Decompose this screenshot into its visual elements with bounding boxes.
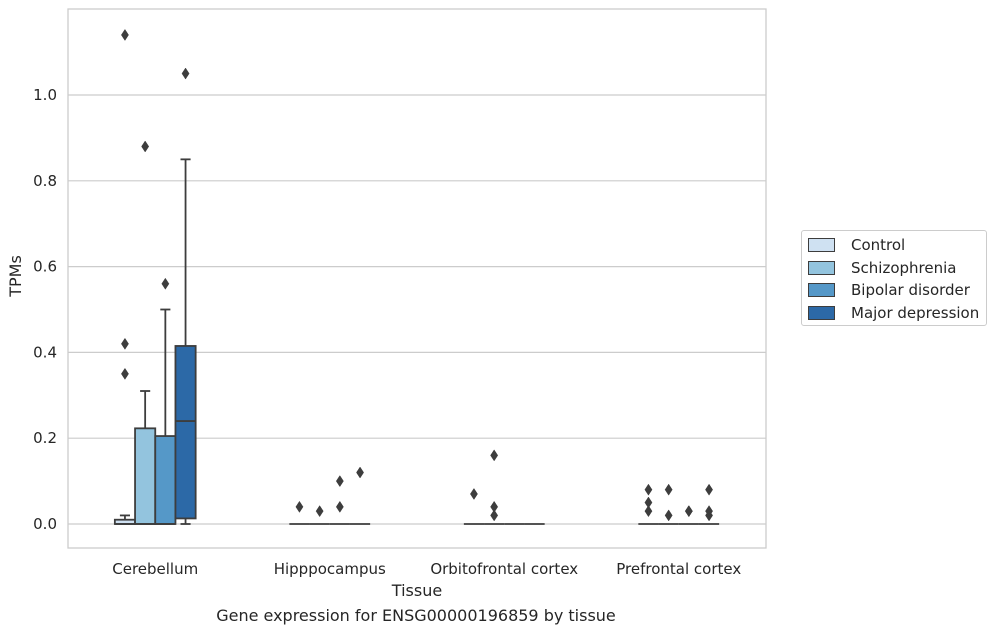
outlier-point (315, 505, 324, 518)
legend-label: Schizophrenia (851, 258, 957, 277)
x-tick-label: Hipppocampus (274, 560, 386, 578)
y-tick-label: 0.0 (33, 515, 57, 533)
box-schizophrenia (484, 449, 505, 525)
outlier-point (644, 496, 653, 509)
outlier-point (335, 500, 344, 513)
plot-frame (67, 8, 767, 549)
box-rect (154, 435, 177, 525)
box-control (289, 500, 310, 525)
legend-swatch (808, 283, 835, 298)
y-tick-label: 1.0 (33, 86, 57, 104)
outlier-point (705, 483, 713, 496)
outlier-point (684, 505, 693, 518)
outlier-point (141, 140, 150, 153)
outlier-point (356, 466, 364, 479)
box-bipolar-disorder (329, 475, 350, 525)
outlier-point (121, 367, 129, 380)
outlier-point (295, 500, 304, 513)
box-major-depression (349, 466, 371, 525)
y-tick-labels: 0.0 0.2 0.4 0.6 0.8 1.0 (33, 86, 57, 533)
legend-swatch (808, 260, 835, 275)
legend-label: Bipolar disorder (851, 281, 970, 300)
x-axis-label: Tissue (391, 581, 442, 600)
y-tick-label: 0.8 (33, 172, 57, 190)
outlier-point (644, 483, 653, 496)
x-tick-label: Orbitofrontal cortex (430, 560, 578, 578)
legend: Control Schizophrenia Bipolar disorder M… (801, 230, 987, 326)
x-tick-label: Prefrontal cortex (616, 560, 741, 578)
outlier-point (490, 449, 499, 462)
legend-item-schizophrenia: Schizophrenia (808, 257, 986, 280)
box-control (638, 483, 659, 525)
boxes (113, 28, 720, 525)
outlier-point (644, 505, 653, 518)
legend-label: Major depression (851, 303, 980, 322)
legend-item-major-depression: Major depression (808, 302, 986, 325)
outlier-point (181, 67, 190, 80)
outlier-point (121, 28, 129, 41)
outlier-point (664, 483, 673, 496)
box-bipolar-disorder (154, 277, 177, 525)
figure-caption: Gene expression for ENSG00000196859 by t… (216, 606, 616, 625)
box-schizophrenia (134, 140, 157, 525)
box-rect (174, 345, 197, 520)
box-schizophrenia (309, 505, 330, 525)
legend-swatch (808, 305, 835, 320)
outlier-point (490, 509, 499, 522)
box-bipolar-disorder (678, 505, 699, 525)
box-control (463, 488, 485, 525)
outlier-point (470, 488, 478, 500)
y-tick-label: 0.2 (33, 429, 57, 447)
y-tick-label: 0.4 (33, 343, 57, 361)
outlier-point (664, 509, 673, 522)
box-major-depression (698, 483, 720, 525)
legend-item-bipolar-disorder: Bipolar disorder (808, 279, 986, 302)
legend-swatch (808, 238, 835, 253)
box-rect (134, 427, 157, 525)
legend-item-control: Control (808, 234, 986, 257)
box-control (113, 28, 136, 525)
outlier-point (335, 475, 344, 488)
x-tick-label: Cerebellum (112, 560, 198, 578)
outlier-point (161, 277, 170, 290)
outlier-point (121, 337, 129, 350)
box-major-depression (174, 67, 197, 525)
y-axis-label: TPMs (6, 255, 25, 298)
outlier-point (705, 505, 713, 518)
legend-label: Control (851, 236, 906, 255)
y-tick-label: 0.6 (33, 258, 57, 276)
x-tick-labels: Cerebellum Hipppocampus Orbitofrontal cort… (112, 560, 741, 578)
box-schizophrenia (658, 483, 679, 525)
